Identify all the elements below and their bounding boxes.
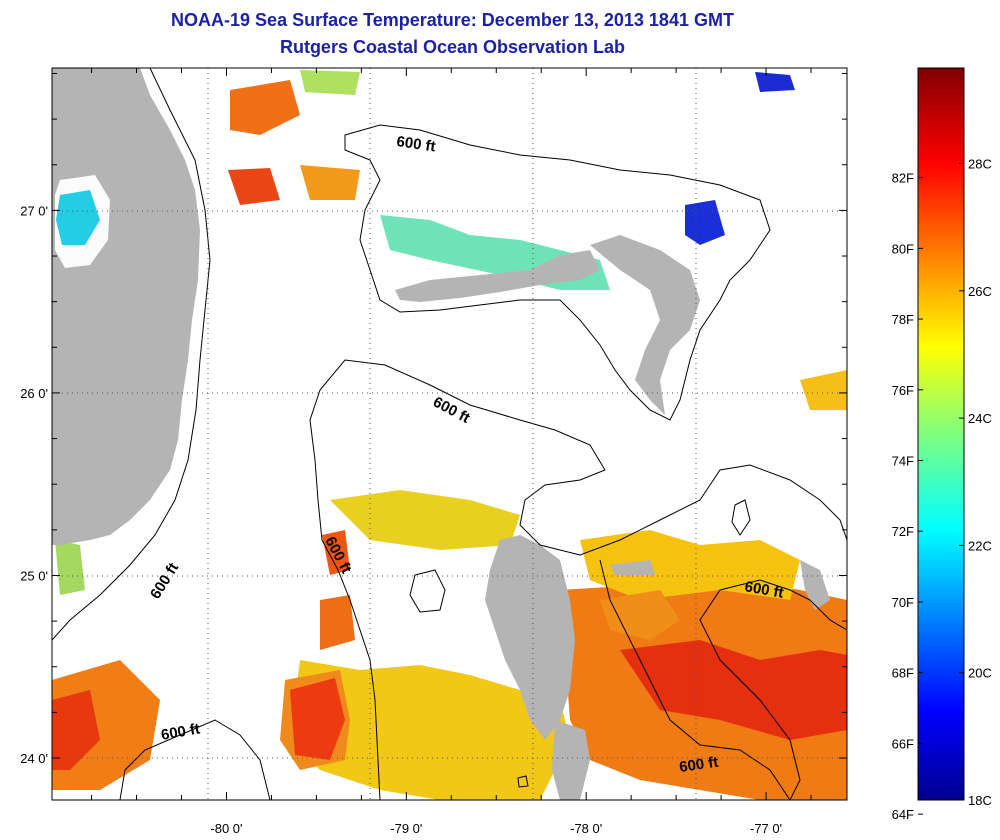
colorbar-c-label: 28C [968,156,992,171]
axis-ticks [52,68,847,800]
contour-label-5: 600 ft [743,578,785,602]
colorbar-c-label: 20C [968,666,992,681]
map-frame [51,67,848,801]
sst-patch-left-red [322,530,350,575]
sst-patch-se-yellow [580,530,800,600]
lat-tick-label: 25 0' [20,568,48,583]
contour-label-7: 600 ft [678,754,719,776]
graticule [52,68,847,800]
map-subtitle: Rutgers Coastal Ocean Observation Lab [279,37,626,57]
colorbar-f-label: 68F [892,666,914,681]
sst-patch-florida-green [55,540,85,595]
sst-patch-left-orange [320,595,355,650]
land-layer [52,68,830,800]
contour-little-bahama-bank [344,124,771,421]
sst-patch-mid-yellow [330,490,520,550]
contour-florida-shelf [52,68,211,641]
contour-tongue [409,569,446,613]
colorbar-f-label: 74F [892,454,914,469]
colorbar-f-label: 66F [892,736,914,751]
sst-patch-se-red [620,640,847,740]
colorbar-f-label: 80F [892,241,914,256]
sst-patch-nw-orange [230,80,300,135]
lat-tick-label: 26 0' [20,386,48,401]
land-eleuthera [800,560,830,610]
colorbar-c-label: 24C [968,411,992,426]
sst-patch-top-blue [755,72,795,92]
colorbar-f-label: 82F [892,171,914,186]
lon-tick-label: -79 0' [390,821,422,836]
axis-tick-labels: -80 0' -79 0' -78 0' -77 0' 27 0' 26 0' 25 0' 2… [20,203,782,836]
sst-patch-upper-orange [300,165,360,200]
lake-sst [56,190,100,245]
contour-bank-west [309,389,381,800]
lat-tick-label: 24 0' [20,751,48,766]
land-exumas [610,560,655,575]
land-andros [485,535,575,740]
colorbar-ticks [918,162,964,815]
lon-tick-label: -80 0' [210,821,242,836]
contour-south-loop [517,775,529,788]
colorbar-f-label: 70F [892,595,914,610]
colorbar-c-label: 18C [968,793,992,808]
sst-patch-east-yellow [800,370,847,410]
depth-contours [52,68,847,800]
sst-patch-top-green [300,70,360,95]
contour-label-1: 600 ft [395,133,436,155]
contour-small-loop [731,499,751,536]
colorbar-c-label: 26C [968,284,992,299]
contour-south-west [119,719,271,800]
contour-south-east [599,559,791,800]
colorbar-f-label: 76F [892,383,914,398]
lat-tick-label: 27 0' [20,203,48,218]
contour-label-6: 600 ft [160,720,202,744]
sst-patch-mid-orange [600,590,680,640]
lon-tick-label: -77 0' [750,821,782,836]
sst-patch-ne-blue [685,200,725,245]
colorbar [917,67,965,801]
sst-patch-nw-red [228,168,280,205]
colorbar-f-label: 64F [892,807,914,822]
land-abaco [590,235,700,415]
lon-tick-label: -78 0' [570,821,602,836]
colorbar-c-label: 22C [968,538,992,553]
sst-patch-sw-red [52,690,100,770]
sst-patch-south-yellow [290,660,570,800]
land-grand-bahama [395,250,600,302]
colorbar-labels: 82F 80F 78F 76F 74F 72F 70F 68F 66F 64F 28C 26C 24C 2… [892,156,992,822]
land-andros-south [552,720,590,800]
sst-patch-south-red [290,678,345,760]
map-title: NOAA-19 Sea Surface Temperature: Decembe… [171,10,734,30]
colorbar-f-label: 78F [892,312,914,327]
colorbar-f-label: 72F [892,524,914,539]
contour-great-bahama-bank [319,359,847,800]
sst-data-layer [52,70,847,800]
